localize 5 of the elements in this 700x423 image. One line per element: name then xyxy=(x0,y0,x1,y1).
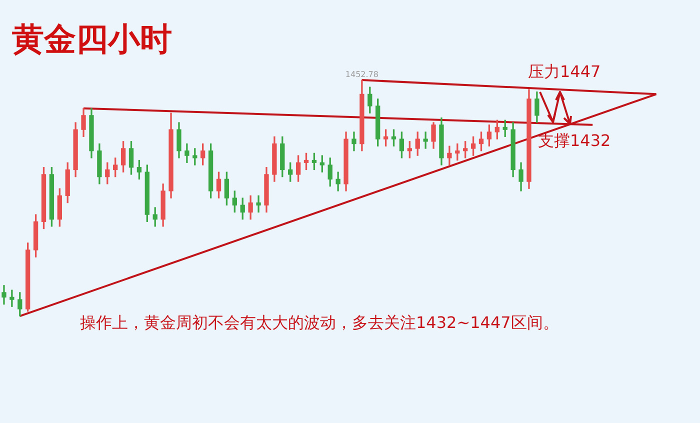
annotation: 压力1447 xyxy=(528,62,601,83)
annotation: 操作上，黄金周初不会有太大的波动，多去关注1432~1447区间。 xyxy=(80,313,559,334)
chart-title: 黄金四小时 xyxy=(12,19,172,60)
annotation: 支撑1432 xyxy=(538,131,611,152)
annotation: 1452.78 xyxy=(345,70,378,80)
